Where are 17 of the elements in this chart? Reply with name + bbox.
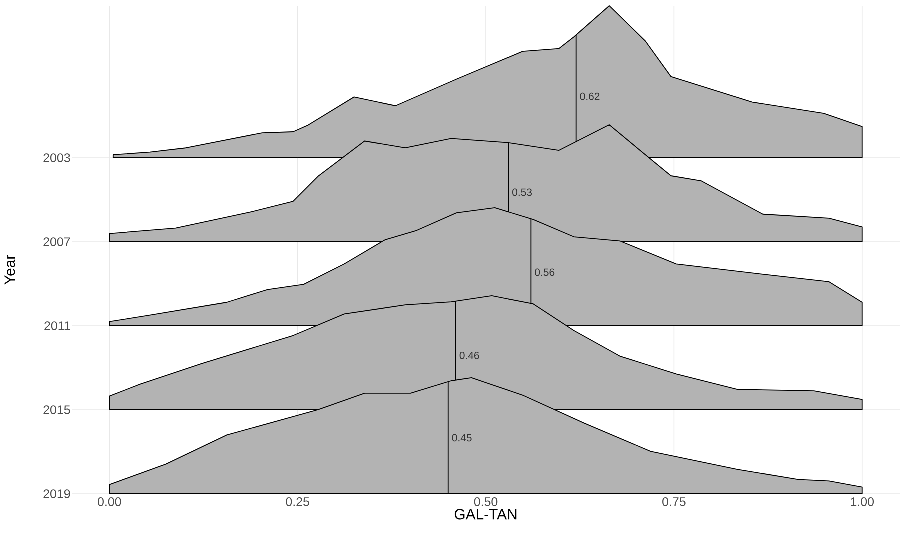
ref-line-label: 0.45 bbox=[452, 434, 472, 442]
y-axis-title: 2011 bbox=[44, 322, 70, 330]
ref-line-label: 0.46 bbox=[460, 352, 480, 360]
ref-line-label: 0.56 bbox=[535, 268, 555, 276]
text: Year bbox=[4, 255, 16, 285]
x-tick-label: 1.00 bbox=[851, 498, 874, 506]
y-axis-title: 2007 bbox=[44, 238, 70, 246]
y-axis-title: 2019 bbox=[44, 490, 70, 498]
ref-line-label: 0.53 bbox=[512, 188, 532, 196]
y-axis-title: 2015 bbox=[44, 406, 70, 414]
y-axis-title: 2003 bbox=[44, 154, 70, 162]
x-tick-label: 0.50 bbox=[474, 498, 498, 506]
x-axis-title: GAL-TAN bbox=[454, 509, 517, 520]
x-tick-label: 0.25 bbox=[286, 498, 310, 506]
ref-line-label: 0.62 bbox=[580, 92, 600, 100]
x-tick-label: 0.75 bbox=[662, 498, 686, 506]
x-tick-label: 0.00 bbox=[98, 498, 122, 506]
